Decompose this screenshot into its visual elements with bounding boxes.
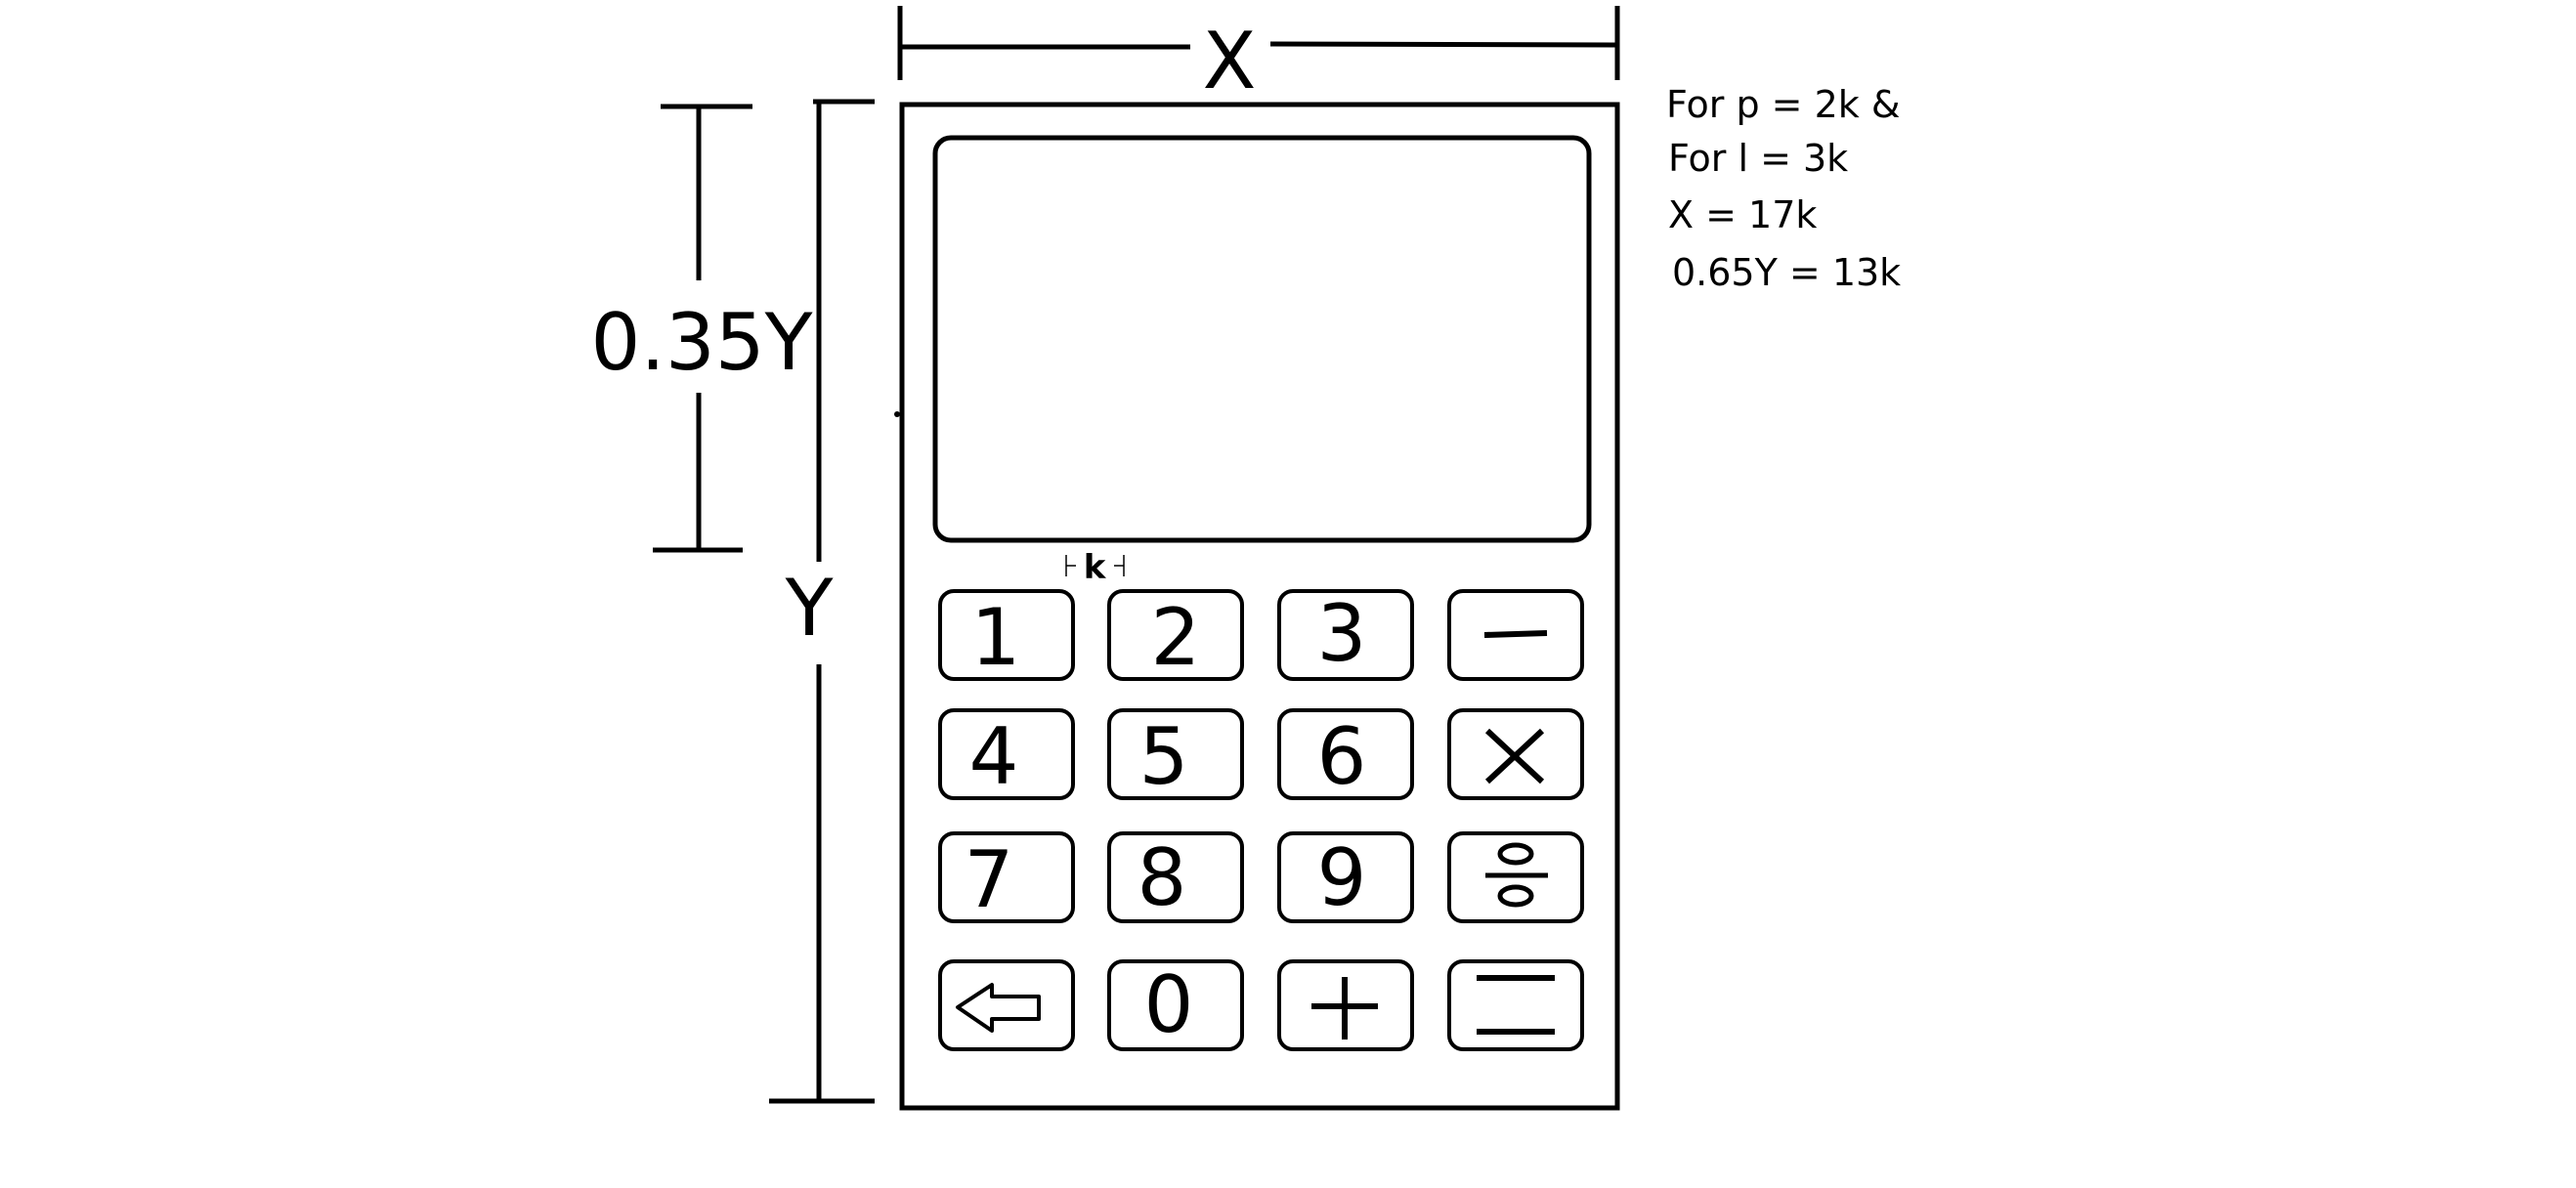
key-6[interactable]: 6 [1277, 708, 1414, 802]
key-4[interactable]: 4 [938, 708, 1075, 802]
key-divide[interactable] [1447, 831, 1584, 923]
x-dimension [897, 6, 1620, 80]
key-0-label: 0 [1144, 959, 1194, 1050]
key-3[interactable]: 3 [1277, 588, 1414, 681]
key-multiply[interactable] [1447, 708, 1584, 800]
key-9-label: 9 [1317, 832, 1367, 923]
note-line-1: For p = 2k & [1666, 83, 1900, 126]
calculator-body [899, 102, 1620, 1111]
key-spacing-label: k [1084, 548, 1107, 587]
note-line-4: 0.65Y = 13k [1672, 251, 1901, 294]
note-line-3: X = 17k [1668, 193, 1817, 236]
key-7[interactable]: 7 [938, 831, 1075, 925]
y-dimension [769, 99, 875, 1104]
note-line-2: For l = 3k [1668, 137, 1848, 180]
key-2-label: 2 [1151, 592, 1201, 683]
equals-icon [1477, 975, 1555, 1035]
plus-icon [1311, 977, 1378, 1040]
multiply-icon [1484, 728, 1545, 785]
x-dimension-right-line [1269, 41, 1618, 48]
key-0[interactable]: 0 [1107, 959, 1244, 1051]
divide-icon [1485, 842, 1548, 908]
key-1-label: 1 [971, 592, 1021, 683]
key-plus[interactable] [1277, 959, 1414, 1051]
y-dimension-label: Y [785, 563, 835, 654]
key-5-label: 5 [1139, 711, 1189, 802]
key-minus[interactable] [1447, 589, 1584, 681]
key-7-label: 7 [965, 834, 1014, 925]
key-4-label: 4 [969, 711, 1019, 802]
backspace-arrow-icon [956, 983, 1041, 1033]
key-spacing-marker [1065, 555, 1125, 576]
key-3-label: 3 [1317, 588, 1367, 679]
key-1[interactable]: 1 [938, 589, 1075, 683]
key-equals[interactable] [1447, 959, 1584, 1051]
notes-block: For p = 2k & For l = 3k X = 17k 0.65Y = … [1666, 83, 1901, 294]
minus-icon [1483, 630, 1548, 638]
key-2[interactable]: 2 [1107, 589, 1244, 683]
key-8-label: 8 [1138, 832, 1187, 923]
screen-fraction-label: 0.35Y [591, 297, 814, 388]
key-8[interactable]: 8 [1107, 831, 1244, 923]
marker-dot [894, 411, 900, 417]
key-6-label: 6 [1317, 711, 1367, 802]
key-5[interactable]: 5 [1107, 708, 1244, 802]
calculator-screen [932, 135, 1592, 543]
key-backspace[interactable] [938, 959, 1075, 1051]
x-dimension-label: X [1203, 16, 1257, 106]
key-9[interactable]: 9 [1277, 831, 1414, 923]
screen-fraction-dimension [653, 104, 752, 553]
